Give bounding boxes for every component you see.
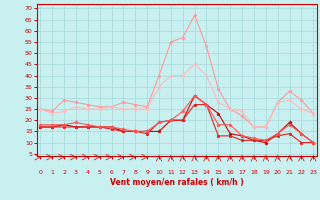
X-axis label: Vent moyen/en rafales ( km/h ): Vent moyen/en rafales ( km/h ) [110,178,244,187]
